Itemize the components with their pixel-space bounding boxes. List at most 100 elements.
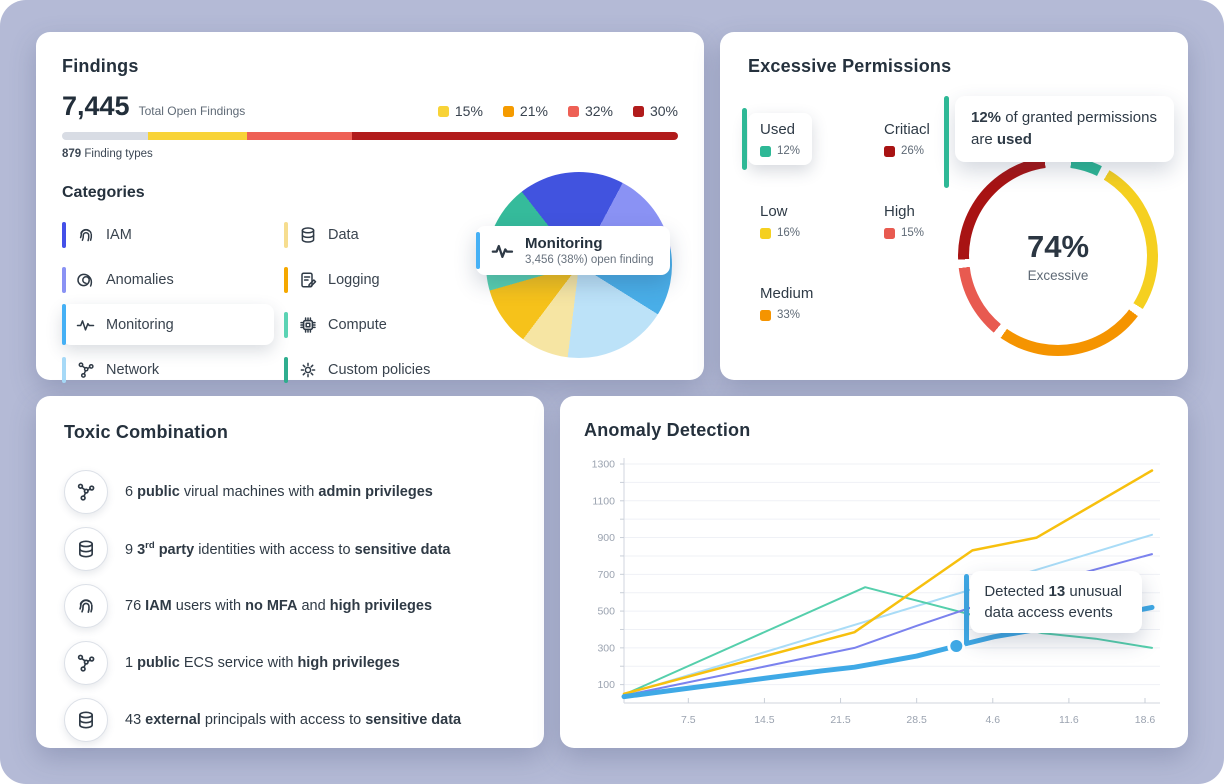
category-item-compute[interactable]: Compute (284, 304, 496, 345)
legend-item[interactable]: 30% (632, 103, 678, 119)
fingerprint-icon (76, 225, 96, 245)
category-label: Logging (328, 271, 380, 288)
category-accent (62, 304, 66, 345)
anomaly-tooltip: Detected 13 unusual data access events (970, 571, 1143, 633)
total-open-findings-label: Total Open Findings (138, 104, 246, 118)
toxic-combination-list: 6 public virual machines with admin priv… (64, 469, 516, 743)
category-accent (62, 221, 66, 248)
svg-text:21.5: 21.5 (830, 714, 851, 726)
category-label: Anomalies (106, 271, 174, 288)
category-label: Network (106, 361, 160, 378)
svg-text:7.5: 7.5 (681, 714, 696, 726)
category-label: Data (328, 226, 359, 243)
legend-swatch-yellow (437, 105, 449, 117)
pie-tooltip-title: Monitoring (525, 235, 603, 252)
anomaly-line-chart[interactable]: 100 300 500 700 900 1100 1300 7.5 14.5 21.5 28.5 4.… (584, 453, 1164, 753)
toxic-row-iam-no-mfa[interactable]: 76 IAM users with no MFA and high privil… (64, 583, 516, 629)
legend-label: Low (760, 203, 788, 220)
line-chart-canvas[interactable]: 100 300 500 700 900 1100 1300 7.5 14.5 21.5 28.5 4.… (584, 453, 1164, 754)
anomaly-detection-card: Anomaly Detection 100 300 500 700 900 1100 130… (560, 396, 1188, 748)
toxic-row-third-party-identities[interactable]: 9 3rd party identities with access to se… (64, 526, 516, 572)
legend-swatch-salmon (567, 105, 579, 117)
database-icon (75, 538, 97, 560)
svg-text:4.6: 4.6 (985, 714, 1000, 726)
legend-item-medium[interactable]: Medium 33% (748, 277, 825, 329)
legend-swatch-darkred (884, 145, 895, 157)
category-item-network[interactable]: Network (62, 349, 274, 390)
excessive-permissions-donut-chart[interactable]: 74% Excessive (958, 156, 1158, 356)
waveform-icon (76, 315, 96, 335)
legend-pct: 15% (454, 103, 483, 119)
svg-text:100: 100 (597, 679, 615, 691)
svg-text:900: 900 (597, 532, 615, 544)
severity-legend: 15% 21% 32% 30% (437, 103, 678, 122)
toxic-row-public-ecs[interactable]: 1 public ECS service with high privilege… (64, 640, 516, 686)
legend-swatch-orange (502, 105, 514, 117)
legend-pct: 15% (901, 227, 925, 239)
legend-swatch-yellow (760, 227, 771, 239)
network-nodes-icon (75, 481, 97, 503)
legend-pct: 12% (777, 145, 801, 157)
legend-swatch-teal (760, 145, 771, 157)
category-item-logging[interactable]: Logging (284, 259, 496, 300)
category-accent (62, 266, 66, 293)
legend-item[interactable]: 21% (502, 103, 548, 119)
pie-tooltip: Monitoring 3,456 (38%) open finding (476, 226, 670, 275)
legend-item[interactable]: 32% (567, 103, 613, 119)
svg-text:28.5: 28.5 (906, 714, 927, 726)
legend-label: Medium (760, 285, 814, 302)
legend-item-low[interactable]: Low 16% (748, 195, 812, 247)
network-nodes-icon (75, 652, 97, 674)
fingerprint-icon (75, 595, 97, 617)
toxic-row-external-principals[interactable]: 43 external principals with access to se… (64, 697, 516, 743)
category-accent (284, 221, 288, 248)
findings-stat-row: 7,445 Total Open Findings 15% 21% 32% 30… (62, 91, 678, 122)
legend-item-high[interactable]: High 15% (872, 195, 936, 247)
categories-list: IAM Anomalies Monitoring Network (62, 214, 678, 390)
category-item-anomalies[interactable]: Anomalies (62, 259, 274, 300)
database-icon (298, 225, 318, 245)
toxic-row-text: 6 public virual machines with admin priv… (125, 484, 433, 500)
anomaly-detection-title: Anomaly Detection (584, 420, 751, 440)
svg-text:500: 500 (597, 606, 615, 618)
category-label: Compute (328, 316, 387, 333)
excessive-label: Excessive (1027, 268, 1089, 283)
toxic-row-text: 43 external principals with access to se… (125, 712, 462, 728)
category-item-monitoring-selected[interactable]: Monitoring (62, 304, 274, 345)
svg-text:18.6: 18.6 (1135, 714, 1156, 726)
legend-label: Used (760, 121, 796, 138)
categories-title: Categories (62, 184, 145, 201)
legend-swatch-darkred (632, 105, 644, 117)
toxic-combination-card: Toxic Combination 6 public virual machin… (36, 396, 544, 748)
category-item-iam[interactable]: IAM (62, 214, 274, 255)
legend-pct: 32% (584, 103, 613, 119)
category-item-data[interactable]: Data (284, 214, 496, 255)
tooltip-accent-bar (476, 232, 480, 269)
excessive-percentage: 74% (1026, 229, 1090, 264)
findings-severity-bar[interactable] (62, 132, 678, 140)
category-label: IAM (106, 226, 132, 243)
category-item-custom-policies[interactable]: Custom policies (284, 349, 496, 390)
legend-accent-bar (742, 108, 747, 170)
pie-tooltip-subtitle: 3,456 (38%) open finding (525, 254, 654, 266)
bar-segment (351, 132, 678, 140)
excessive-permissions-title: Excessive Permissions (748, 56, 952, 76)
bar-segment (62, 132, 149, 140)
legend-pct: 33% (777, 309, 801, 321)
toxic-row-public-vms[interactable]: 6 public virual machines with admin priv… (64, 469, 516, 515)
log-document-icon (298, 270, 318, 290)
tooltip-accent-bar (944, 96, 949, 188)
legend-item-critical[interactable]: Critiacl 26% (872, 113, 942, 165)
legend-item-used[interactable]: Used 12% (742, 108, 813, 170)
gear-icon (298, 360, 318, 380)
svg-text:1100: 1100 (592, 495, 615, 507)
category-label: Custom policies (328, 361, 431, 378)
finding-types-label: Finding types (84, 148, 153, 160)
category-accent (284, 356, 288, 383)
legend-label: High (884, 203, 915, 220)
toxic-row-text: 76 IAM users with no MFA and high privil… (125, 598, 433, 614)
legend-item[interactable]: 15% (437, 103, 483, 119)
tooltip-text: Detected 13 unusual data access events (984, 583, 1122, 621)
cpu-chip-icon (298, 315, 318, 335)
